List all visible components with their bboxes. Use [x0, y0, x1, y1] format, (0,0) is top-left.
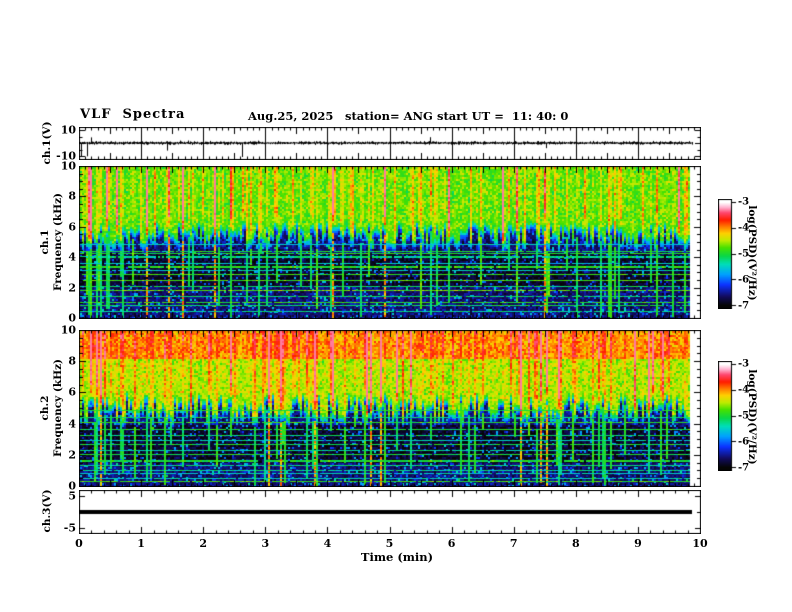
ch3-voltage-axis-label: ch.3(V)	[41, 489, 53, 533]
x-tick-label: 8	[571, 537, 580, 550]
header-station: station= ANG	[345, 109, 433, 123]
colorbar1-tick-label: -6	[738, 274, 750, 286]
ch1-spec-ytick-label: 10	[60, 159, 76, 173]
colorbar2-tick-label: -5	[738, 410, 750, 422]
x-tick-label: 3	[261, 537, 270, 550]
colorbar1-tick-label: -4	[738, 222, 750, 234]
ch1-colorbar	[718, 199, 738, 309]
x-tick-label: 4	[323, 537, 332, 550]
ch1-spectrogram-panel	[79, 166, 701, 319]
ch2-colorbar	[718, 361, 738, 471]
colorbar2-tick-label: -7	[738, 462, 750, 474]
header-date: Aug.25, 2025	[248, 109, 334, 123]
ch3-wave-ytick-label: -5	[63, 521, 76, 535]
page-title: VLF Spectra	[80, 107, 186, 122]
x-tick-label: 1	[137, 537, 145, 550]
ch3-wave-ytick-label: 5	[68, 489, 76, 503]
ch2-spectrogram-panel	[79, 330, 701, 487]
x-tick-label: 6	[447, 537, 456, 550]
x-tick-label: 0	[75, 537, 83, 550]
ch2-spec-ytick-label: 4	[68, 417, 76, 431]
ch2-frequency-axis-label: Frequency (kHz)	[52, 358, 64, 458]
x-tick-label: 5	[385, 537, 394, 550]
x-tick-label: 9	[634, 537, 642, 550]
ch3-waveform-panel	[79, 490, 701, 534]
colorbar1-tick-label: -3	[738, 196, 750, 208]
ch2-spec-ytick-label: 6	[68, 385, 76, 399]
time-axis-label: Time (min)	[360, 550, 434, 564]
ch2-spec-ytick-label: 0	[68, 479, 76, 493]
x-tick-label: 10	[692, 537, 708, 550]
ch1-wave-ytick-label: -10	[56, 149, 76, 163]
x-tick-label: 2	[199, 537, 208, 550]
ch1-spec-ytick-label: 4	[68, 250, 76, 264]
ch1-spec-ytick-label: 2	[68, 281, 76, 295]
ch1-spec-ytick-label: 6	[68, 220, 76, 234]
colorbar1-tick-label: -7	[738, 300, 750, 312]
ch2-channel-label: ch.2	[39, 395, 51, 421]
colorbar2-tick-label: -6	[738, 436, 750, 448]
ch1-waveform-panel	[79, 127, 701, 160]
ch2-spec-ytick-label: 2	[68, 448, 76, 462]
colorbar1-tick-label: -5	[738, 248, 750, 260]
ch1-wave-ytick-label: 10	[60, 123, 76, 137]
colorbar2-tick-label: -4	[738, 384, 750, 396]
header-start-ut: start UT = 11: 40: 0	[437, 109, 569, 123]
ch2-spec-ytick-label: 10	[60, 323, 76, 337]
ch1-frequency-axis-label: Frequency (kHz)	[52, 192, 64, 292]
x-tick-label: 7	[509, 537, 518, 550]
ch1-spec-ytick-label: 8	[68, 189, 76, 203]
ch1-spec-ytick-label: 0	[68, 311, 76, 325]
ch1-voltage-axis-label: ch.1(V)	[41, 121, 53, 165]
colorbar2-tick-label: -3	[738, 358, 750, 370]
ch2-spec-ytick-label: 8	[68, 354, 76, 368]
ch1-channel-label: ch.1	[39, 229, 51, 255]
